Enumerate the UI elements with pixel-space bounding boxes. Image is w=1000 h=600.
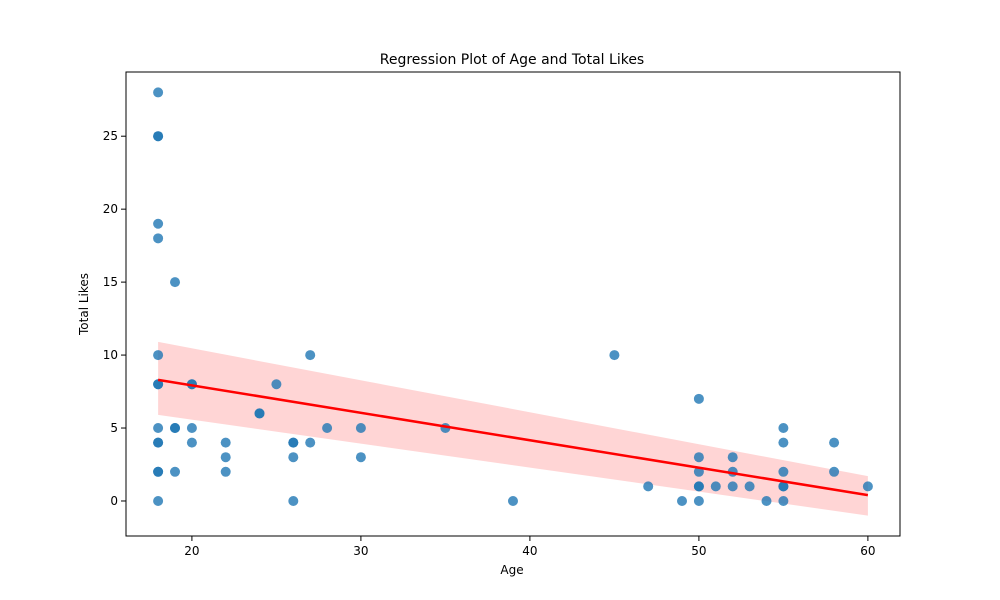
y-tick-label: 10 <box>103 348 118 362</box>
scatter-point <box>761 495 772 506</box>
scatter-point <box>153 423 164 434</box>
y-tick-label: 25 <box>103 129 118 143</box>
scatter-point <box>220 452 231 463</box>
scatter-point <box>220 466 231 477</box>
x-tick-label: 50 <box>691 544 706 558</box>
scatter-point <box>778 495 789 506</box>
scatter-point <box>153 87 164 98</box>
scatter-point <box>355 452 366 463</box>
scatter-point <box>322 423 333 434</box>
scatter-point <box>727 481 738 492</box>
scatter-point <box>288 452 299 463</box>
x-tick-label: 60 <box>860 544 875 558</box>
x-tick-label: 40 <box>522 544 537 558</box>
scatter-point <box>186 437 197 448</box>
y-tick-label: 20 <box>103 202 118 216</box>
points-layer <box>153 87 873 506</box>
scatter-point <box>693 481 704 492</box>
x-tick-label: 30 <box>353 544 368 558</box>
y-axis: 0 5 10 15 20 25 <box>103 129 126 508</box>
scatter-point <box>153 131 164 142</box>
scatter-point <box>153 379 164 390</box>
scatter-point <box>727 452 738 463</box>
y-tick-label: 0 <box>110 494 118 508</box>
scatter-point <box>220 437 231 448</box>
scatter-point <box>170 277 181 288</box>
confidence-band-layer <box>158 341 868 516</box>
x-axis-label: Age <box>500 563 523 577</box>
scatter-point <box>288 495 299 506</box>
scatter-point <box>153 233 164 244</box>
scatter-point <box>710 481 721 492</box>
scatter-point <box>829 466 840 477</box>
scatter-point <box>676 495 687 506</box>
scatter-point <box>254 408 265 419</box>
plot-frame <box>125 71 901 537</box>
scatter-point <box>288 437 299 448</box>
y-axis-label: Total Likes <box>77 273 91 336</box>
x-tick-label: 20 <box>184 544 199 558</box>
scatter-point <box>693 393 704 404</box>
scatter-point <box>609 350 620 361</box>
y-tick-label: 5 <box>110 421 118 435</box>
x-axis: 20 30 40 50 60 <box>184 536 876 558</box>
y-tick-label: 15 <box>103 275 118 289</box>
scatter-point <box>186 423 197 434</box>
scatter-point <box>862 481 873 492</box>
regression-line <box>157 378 869 497</box>
scatter-point <box>778 481 789 492</box>
scatter-point <box>355 423 366 434</box>
scatter-point <box>153 350 164 361</box>
scatter-point <box>170 423 181 434</box>
scatter-point <box>153 466 164 477</box>
scatter-point <box>153 437 164 448</box>
scatter-point <box>271 379 282 390</box>
scatter-point <box>305 350 316 361</box>
scatter-point <box>508 495 518 506</box>
scatter-point <box>778 466 789 477</box>
scatter-point <box>153 218 164 229</box>
scatter-point <box>744 481 755 492</box>
scatter-point <box>153 495 164 506</box>
scatter-point <box>305 437 316 448</box>
scatter-point <box>778 423 789 434</box>
scatter-point <box>693 495 704 506</box>
scatter-point <box>643 481 654 492</box>
chart-title: Regression Plot of Age and Total Likes <box>380 52 644 68</box>
scatter-point <box>778 437 789 448</box>
confidence-band <box>158 341 868 516</box>
scatter-point <box>693 452 704 463</box>
scatter-point <box>170 466 181 477</box>
scatter-point <box>829 437 840 448</box>
regression-line-layer <box>157 378 869 497</box>
